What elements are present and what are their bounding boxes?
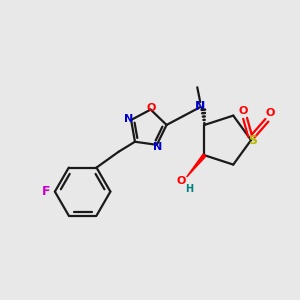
Polygon shape — [187, 154, 206, 177]
Text: H: H — [185, 184, 194, 194]
Text: O: O — [147, 103, 156, 112]
Text: N: N — [195, 100, 206, 112]
Text: O: O — [265, 108, 274, 118]
Text: F: F — [42, 185, 50, 198]
Text: O: O — [238, 106, 248, 116]
Text: N: N — [153, 142, 163, 152]
Text: S: S — [248, 134, 257, 147]
Text: N: N — [124, 114, 133, 124]
Text: O: O — [177, 176, 186, 186]
